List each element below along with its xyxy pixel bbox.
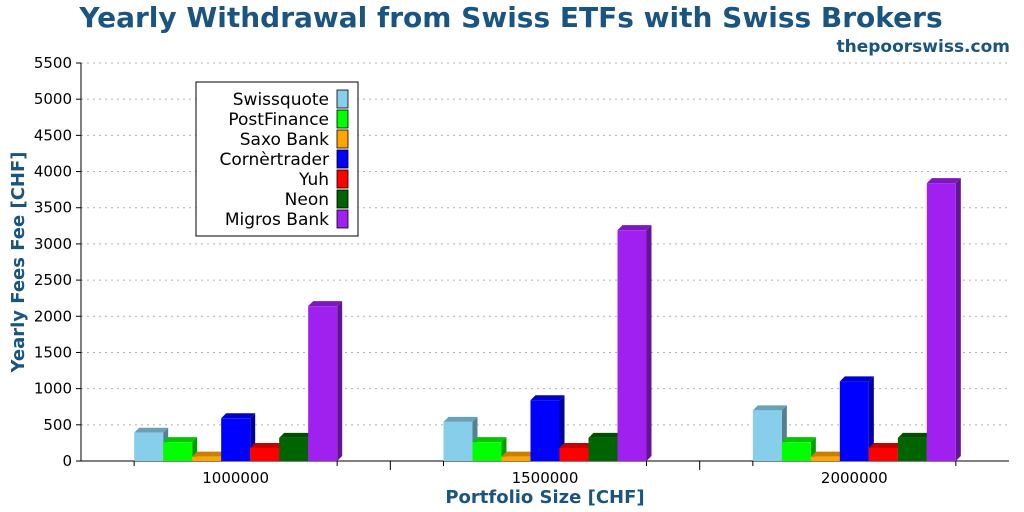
bar	[897, 437, 927, 461]
y-tick-label: 4000	[34, 163, 72, 181]
bar-top	[163, 437, 198, 443]
y-tick-label: 3500	[34, 199, 72, 217]
bar-top	[897, 432, 932, 438]
bar-top	[617, 225, 652, 231]
legend-swatch	[336, 89, 349, 109]
x-tick-label: 1000000	[202, 469, 269, 487]
y-tick-label: 4500	[34, 126, 72, 144]
chart-title: Yearly Withdrawal from Swiss ETFs with S…	[78, 1, 942, 34]
legend-box	[195, 81, 359, 237]
y-tick-label: 3000	[34, 235, 72, 253]
legend-swatch	[336, 149, 349, 169]
bar-top	[279, 432, 314, 438]
legend-label: Saxo Bank	[240, 130, 329, 150]
bar-top	[134, 427, 169, 433]
bar-side	[955, 178, 961, 461]
bar-top	[221, 413, 256, 419]
bar	[472, 442, 502, 461]
x-tick-label: 2000000	[821, 469, 888, 487]
y-tick-label: 1000	[34, 380, 72, 398]
bar-side	[868, 376, 874, 461]
bar-top	[810, 451, 845, 457]
bar	[250, 447, 280, 461]
bar	[868, 447, 898, 461]
bar-top	[839, 376, 874, 382]
bar-top	[781, 437, 816, 443]
legend-label: Swissquote	[233, 90, 329, 110]
bar	[810, 456, 840, 461]
y-tick-label: 5500	[34, 54, 72, 72]
source-credit: thepoorswiss.com	[837, 37, 1011, 57]
y-tick-label: 0	[62, 452, 72, 470]
legend-label: Cornèrtrader	[220, 150, 330, 170]
bar	[926, 183, 956, 461]
bar	[163, 442, 193, 461]
legend-label: Yuh	[298, 170, 329, 190]
legend-swatch	[336, 189, 349, 209]
bar	[839, 381, 869, 461]
bar-top	[472, 437, 507, 443]
bar-top	[530, 395, 565, 401]
x-axis: 1000000 1500000 2000000	[81, 460, 1009, 487]
legend-label: Neon	[285, 190, 329, 210]
bar	[588, 437, 618, 461]
bar-series	[134, 178, 961, 461]
bar-side	[646, 225, 652, 461]
bar	[279, 437, 309, 461]
bar	[617, 230, 647, 461]
bar-top	[752, 405, 787, 411]
bar	[781, 442, 811, 461]
bar	[221, 418, 251, 461]
bar-top	[926, 178, 961, 184]
bar	[530, 400, 560, 461]
y-axis: 0 500 1000 1500 2000 2500 3000 3500 4000 4500 5000…	[34, 54, 82, 470]
y-tick-label: 5000	[34, 90, 72, 108]
legend-swatch	[336, 209, 349, 229]
bar-top	[868, 442, 903, 448]
legend-label: Migros Bank	[225, 210, 329, 230]
bar-top	[192, 451, 227, 457]
legend-label: PostFinance	[228, 110, 329, 130]
bar	[501, 456, 531, 461]
legend-swatch	[336, 129, 349, 149]
bar-top	[588, 432, 623, 438]
bar-side	[337, 301, 343, 461]
bar	[559, 447, 589, 461]
bar	[443, 421, 473, 461]
bar	[192, 456, 222, 461]
legend-swatch	[336, 169, 349, 189]
bar-top	[308, 301, 343, 307]
y-tick-label: 1500	[34, 343, 72, 361]
bar-top	[501, 451, 536, 457]
bar-top	[443, 416, 478, 422]
y-tick-label: 500	[43, 416, 72, 434]
y-tick-label: 2000	[34, 307, 72, 325]
bar	[134, 432, 164, 461]
bar-top	[250, 442, 285, 448]
y-axis-title: Yearly Fees Fee [CHF]	[8, 151, 29, 373]
x-axis-title: Portfolio Size [CHF]	[445, 487, 644, 508]
bar	[308, 306, 338, 461]
bar	[752, 410, 782, 461]
bar-top	[559, 442, 594, 448]
x-tick-label: 1500000	[512, 469, 579, 487]
legend-swatch	[336, 109, 349, 129]
y-tick-label: 2500	[34, 271, 72, 289]
